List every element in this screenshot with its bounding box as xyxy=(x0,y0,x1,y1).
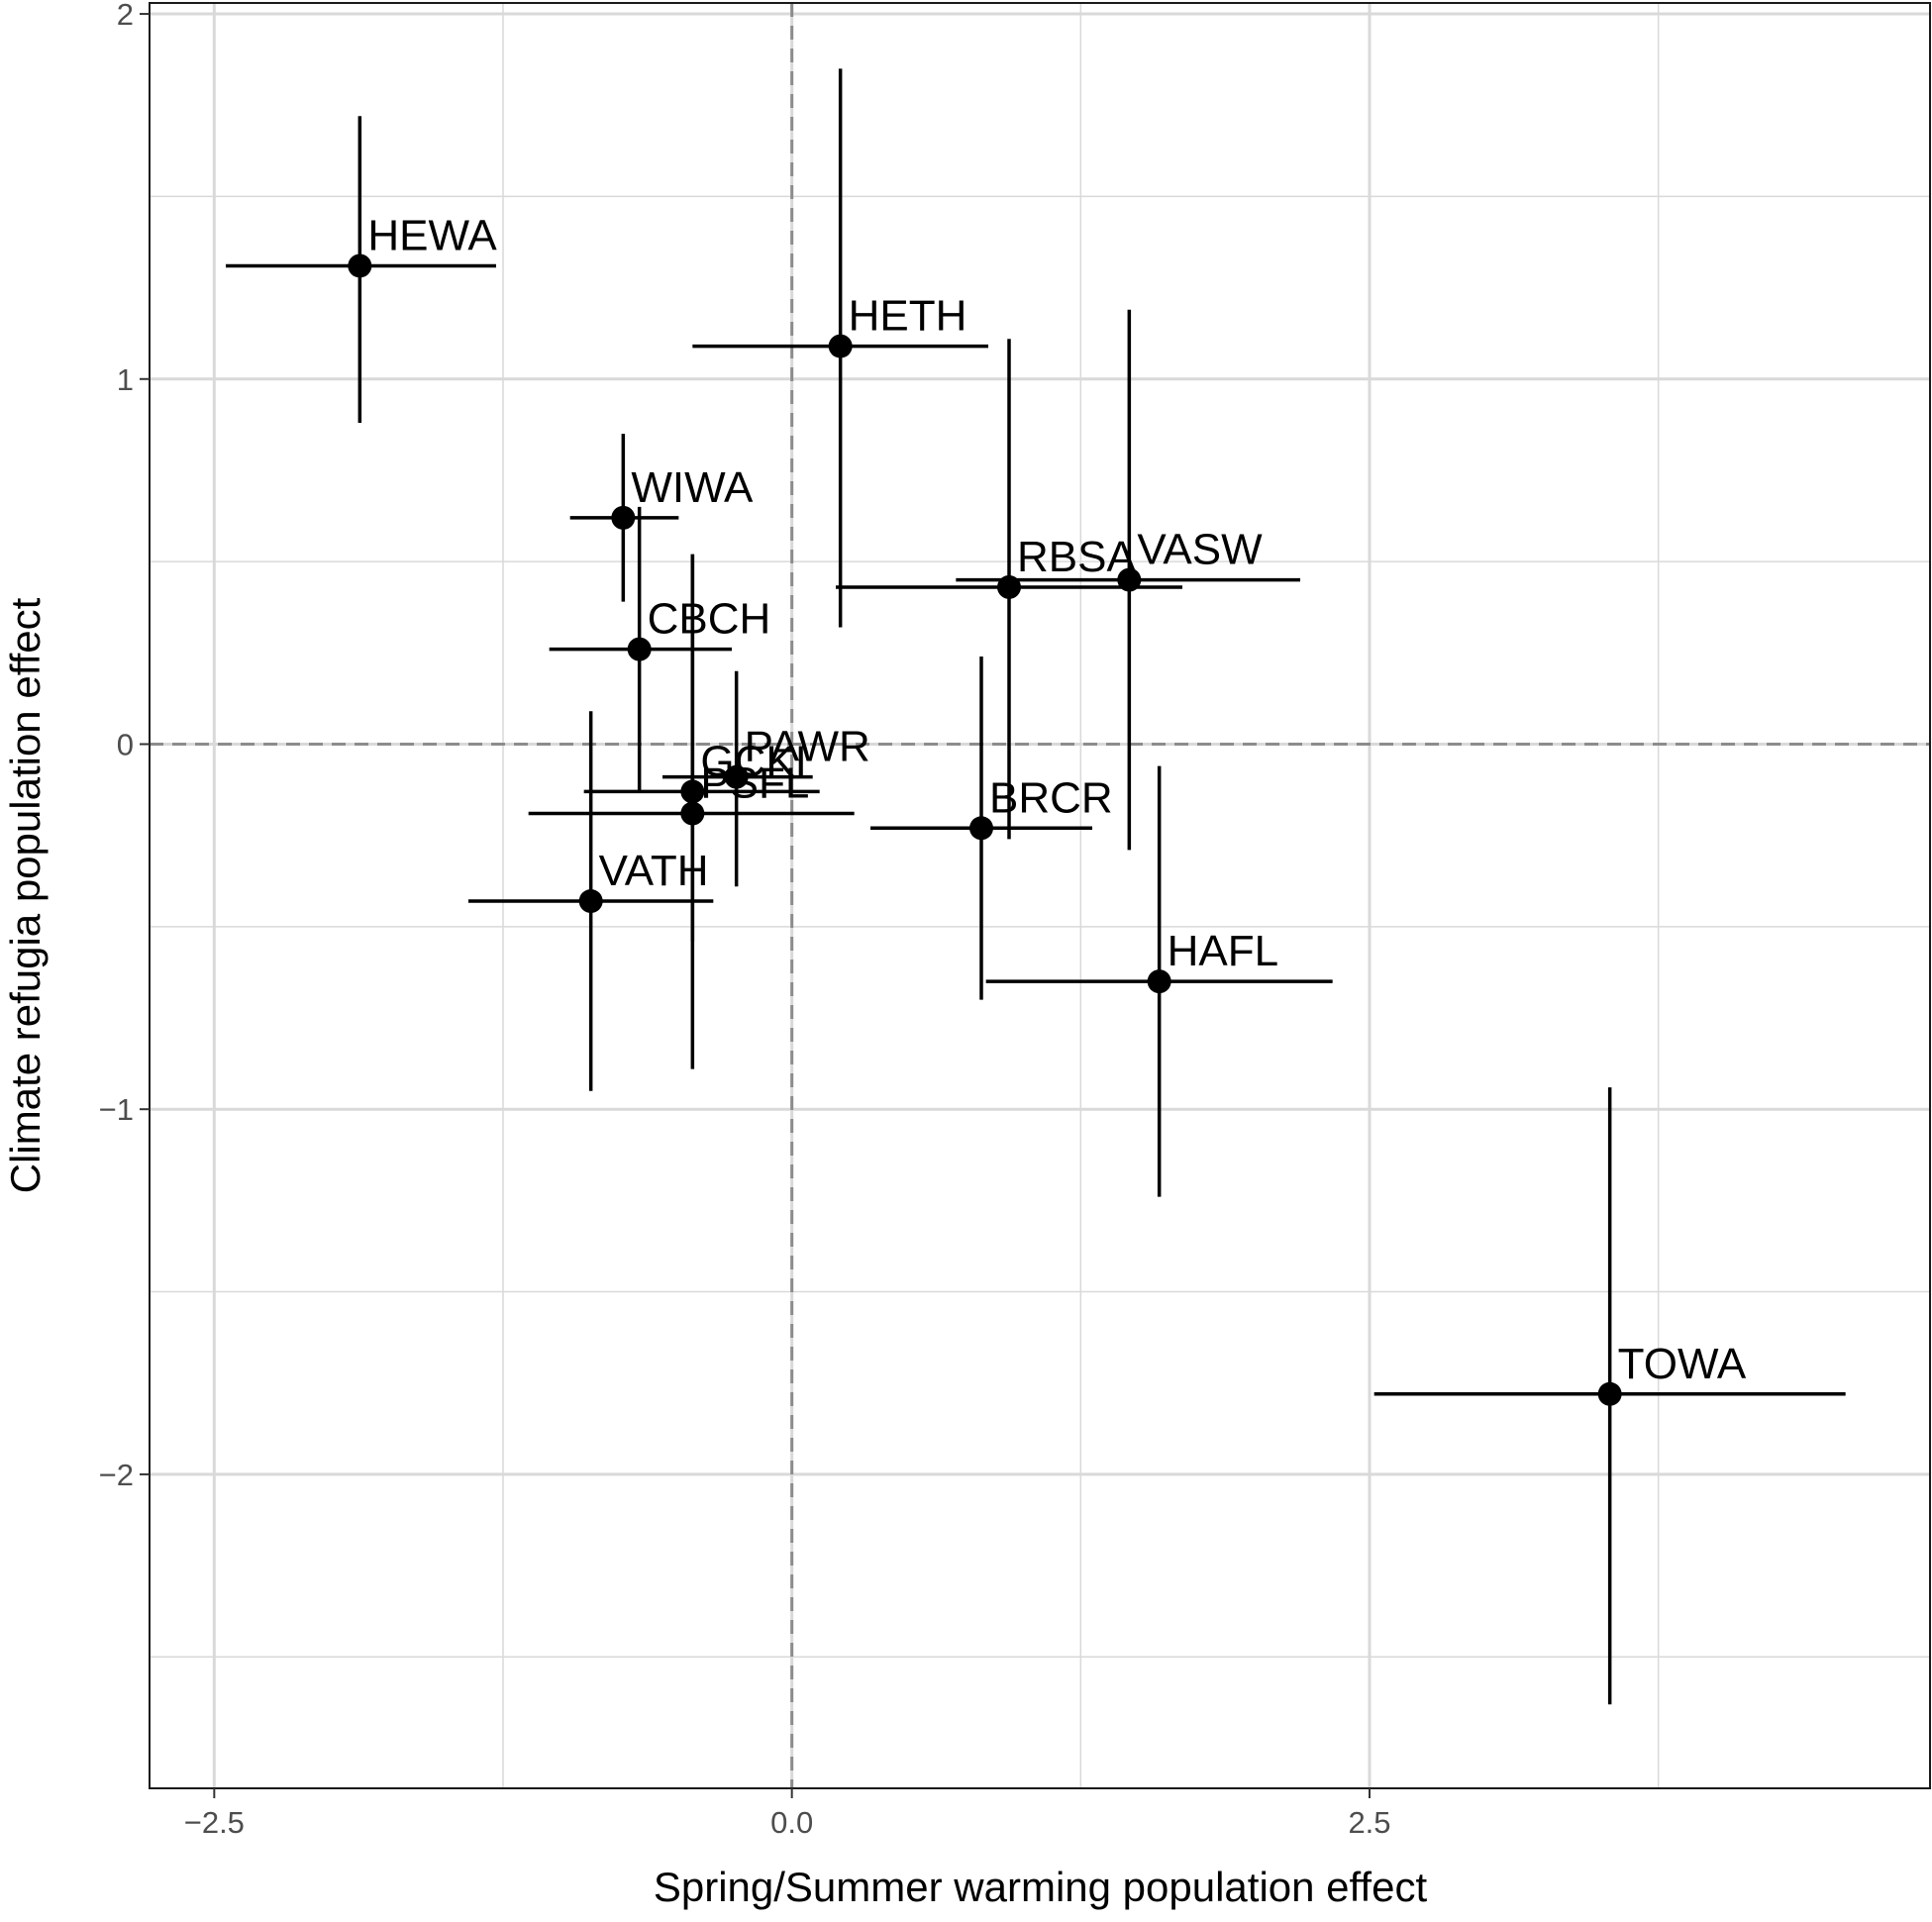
x-tick-label: −2.5 xyxy=(184,1805,245,1840)
point-label-pawr: PAWR xyxy=(745,723,870,771)
point-label-rbsa: RBSA xyxy=(1017,533,1136,581)
point-hafl xyxy=(1147,969,1171,994)
reference-lines xyxy=(150,3,1931,1788)
point-rbsa xyxy=(997,574,1021,599)
point-heth xyxy=(828,334,853,358)
point-label-gcki: GCKI xyxy=(700,737,807,785)
x-axis-ticks: −2.5 0.0 2.5 xyxy=(184,1788,1391,1840)
major-gridlines xyxy=(150,3,1931,1788)
y-tick-label: 2 xyxy=(117,0,134,32)
y-axis-title: Climate refugia population effect xyxy=(2,597,49,1193)
y-axis-ticks: −2 −1 0 1 2 xyxy=(99,0,150,1492)
point-vasw xyxy=(1117,567,1142,592)
point-label-hafl: HAFL xyxy=(1168,927,1278,975)
point-label-brcr: BRCR xyxy=(989,773,1113,822)
point-label-vasw: VASW xyxy=(1137,526,1263,574)
x-axis-title: Spring/Summer warming population effect xyxy=(654,1864,1428,1910)
y-tick-label: 1 xyxy=(117,362,134,397)
point-label-heth: HETH xyxy=(849,292,967,341)
point-psfl xyxy=(680,801,705,826)
y-tick-label: −1 xyxy=(99,1092,134,1127)
error-bars xyxy=(226,68,1846,1705)
point-cbch xyxy=(627,637,652,661)
point-label-cbch: CBCH xyxy=(648,595,771,644)
point-brcr xyxy=(969,816,993,841)
point-towa xyxy=(1597,1381,1622,1406)
minor-gridlines xyxy=(150,3,1931,1788)
point-vath xyxy=(578,889,603,914)
plot-panel-border xyxy=(149,2,1931,1789)
point-label-psfl: PSFL xyxy=(700,759,809,808)
x-tick-label: 2.5 xyxy=(1348,1805,1390,1840)
x-tick-label: 0.0 xyxy=(770,1805,813,1840)
point-hewa xyxy=(348,253,372,278)
y-tick-label: −2 xyxy=(99,1458,134,1492)
y-tick-label: 0 xyxy=(117,727,134,761)
data-points xyxy=(348,253,1622,1406)
point-label-towa: TOWA xyxy=(1618,1340,1747,1388)
point-label-vath: VATH xyxy=(599,847,709,895)
point-wiwa xyxy=(611,505,636,530)
point-label-hewa: HEWA xyxy=(367,211,497,259)
point-gcki xyxy=(680,779,705,804)
point-label-wiwa: WIWA xyxy=(631,463,754,512)
point-pawr xyxy=(724,764,749,789)
